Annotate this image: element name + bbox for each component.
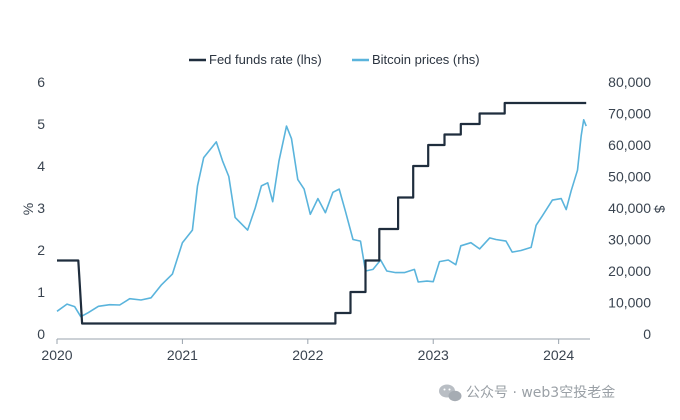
y-left-tick-label: 6 [37,74,45,90]
x-tick-label: 2021 [167,347,198,363]
x-tick-label: 2023 [418,347,449,363]
y-right-tick-label: 0 [643,326,651,342]
legend-label-fed: Fed funds rate (lhs) [209,52,322,67]
y-right-axis-title: $ [652,205,668,213]
x-tick-label: 2022 [292,347,323,363]
watermark: 公众号 · web3空投老金 [439,384,615,402]
tick-labels: 0 1 2 3 4 5 6 0 10,000 20,000 30,000 40,000 50,000 60… [37,74,651,363]
y-right-tick-label: 30,000 [608,232,651,248]
y-right-tick-label: 40,000 [608,200,651,216]
series-line-fed-funds-rate [57,101,587,325]
watermark-text: 公众号 · web3空投老金 [466,385,615,401]
x-tick-label: 2020 [41,347,72,363]
y-left-tick-label: 3 [37,200,45,216]
x-tick-marks [56,339,560,344]
y-right-tick-label: 50,000 [608,169,651,185]
y-left-tick-label: 0 [37,326,45,342]
y-left-tick-label: 2 [37,242,45,258]
legend: Fed funds rate (lhs) Bitcoin prices (rhs… [189,52,480,67]
y-left-axis-title: % [20,203,36,215]
y-right-tick-label: 10,000 [608,295,651,311]
y-right-tick-label: 70,000 [608,106,651,122]
y-right-tick-label: 80,000 [608,74,651,90]
y-left-tick-label: 5 [37,116,45,132]
x-tick-label: 2024 [543,347,574,363]
series-layer [56,101,587,325]
y-left-tick-label: 1 [37,284,45,300]
series-line-bitcoin-prices [56,119,587,318]
y-right-tick-label: 20,000 [608,263,651,279]
legend-label-bitcoin: Bitcoin prices (rhs) [372,52,480,67]
y-left-tick-label: 4 [37,158,45,174]
wechat-icon [439,384,462,402]
y-right-tick-label: 60,000 [608,137,651,153]
